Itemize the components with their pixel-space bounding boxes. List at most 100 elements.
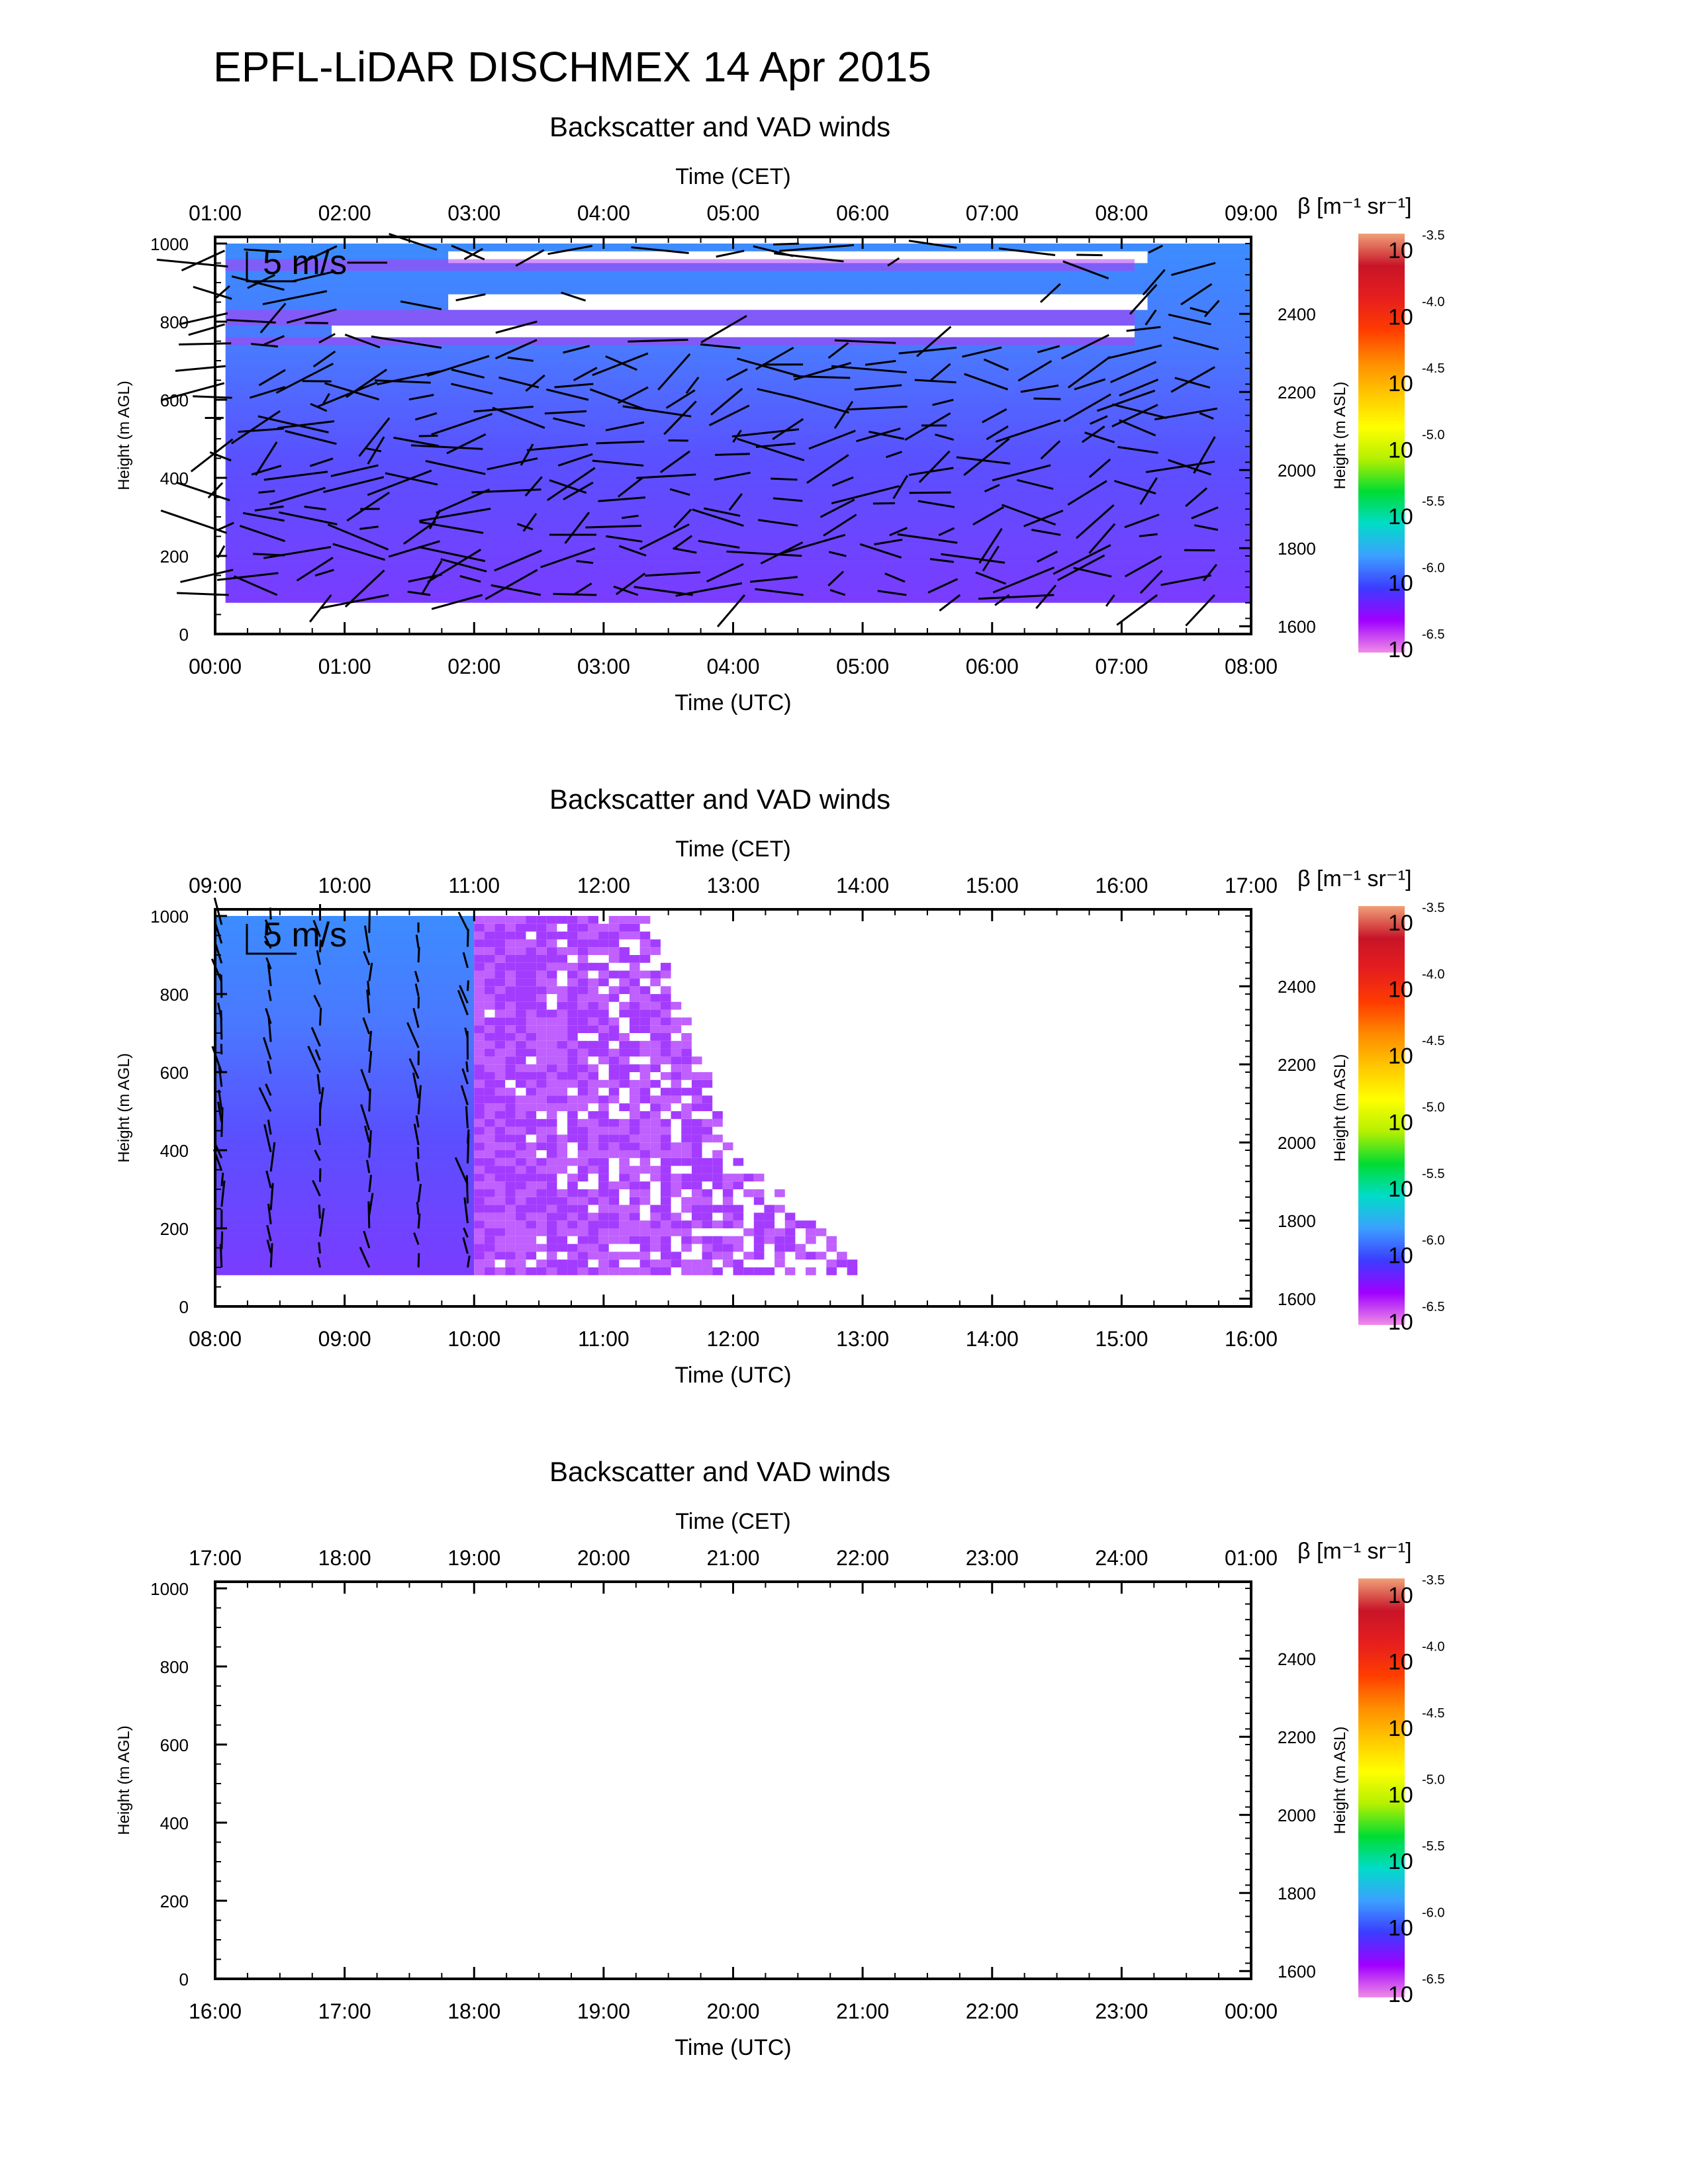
backscatter-cell [630, 1118, 640, 1127]
x-top-tick-label: 11:00 [448, 874, 500, 897]
backscatter-cell [484, 970, 495, 979]
backscatter-cell [608, 1072, 620, 1080]
backscatter-cell [598, 1158, 609, 1166]
wind-arrow [525, 374, 545, 392]
wind-arrow [316, 1128, 321, 1146]
x-top-tick-label: 03:00 [447, 201, 500, 225]
wind-arrow [179, 312, 228, 326]
backscatter-cell [577, 1103, 588, 1111]
backscatter-cell [630, 1087, 640, 1096]
backscatter-cell [557, 1150, 568, 1158]
wind-arrow [309, 457, 334, 467]
colorbar-tick-exponent: -5.0 [1422, 1773, 1444, 1788]
backscatter-cell [474, 1033, 485, 1041]
backscatter-cell [608, 1033, 620, 1041]
backscatter-cell [691, 1158, 702, 1166]
wind-arrow [897, 533, 958, 544]
backscatter-cell [753, 1189, 765, 1197]
wind-arrow [363, 950, 371, 966]
backscatter-cell [505, 931, 516, 940]
y-left-tick-label: 200 [160, 1219, 189, 1239]
backscatter-cell [608, 986, 620, 994]
wind-arrow [359, 525, 379, 530]
y-right-tick-label: 1800 [1278, 539, 1316, 559]
backscatter-cell [577, 970, 588, 979]
backscatter-cell [671, 1158, 682, 1166]
wind-arrow [417, 1213, 421, 1229]
wind-arrow [673, 535, 692, 550]
wind-arrow [368, 962, 373, 981]
wind-arrow [606, 535, 643, 543]
wind-arrow [428, 509, 442, 529]
backscatter-cell [474, 1025, 485, 1033]
backscatter-cell [484, 1173, 495, 1182]
backscatter-cell [577, 1025, 588, 1033]
backscatter-cell [619, 931, 630, 940]
backscatter-cell [764, 1205, 775, 1213]
backscatter-cell [515, 1220, 526, 1228]
backscatter-cell [671, 1056, 682, 1065]
wind-arrow [418, 546, 486, 563]
colorbar-tick-exponent: -5.5 [1422, 1167, 1444, 1181]
backscatter-cell [681, 1197, 692, 1205]
backscatter-cell [608, 1189, 620, 1197]
backscatter-cell [630, 1173, 640, 1182]
x-bottom-axis-label: Time (UTC) [675, 690, 791, 715]
wind-arrow [657, 353, 691, 390]
backscatter-cell [784, 1236, 796, 1244]
wind-arrow [314, 569, 334, 577]
backscatter-cell [837, 1251, 847, 1260]
wind-arrow [215, 285, 230, 298]
wind-arrow [388, 540, 440, 558]
backscatter-cell [650, 1228, 661, 1236]
backscatter-cell [630, 1126, 640, 1135]
backscatter-cell [577, 1205, 588, 1213]
backscatter-cell [598, 1220, 609, 1228]
backscatter-cell [619, 1056, 630, 1065]
backscatter-cell [681, 1118, 692, 1127]
x-top-tick-label: 22:00 [836, 1546, 889, 1570]
backscatter-cell [494, 986, 506, 994]
backscatter-cell [691, 1173, 702, 1182]
backscatter-cell [660, 1165, 671, 1174]
backscatter-cell [619, 1150, 630, 1158]
wind-arrow [267, 1119, 272, 1135]
backscatter-cell [474, 1056, 485, 1065]
backscatter-cell [484, 1017, 495, 1026]
backscatter-cell [515, 916, 526, 924]
backscatter-cell [526, 1189, 537, 1197]
backscatter-cell [546, 1205, 557, 1213]
backscatter-cell [598, 1205, 609, 1213]
backscatter-cell [588, 1267, 599, 1275]
backscatter-cell [484, 1165, 495, 1174]
backscatter-cell [577, 1064, 588, 1072]
wind-arrow [978, 527, 1003, 564]
wind-arrow [975, 571, 1007, 585]
backscatter-cell [536, 978, 547, 987]
backscatter-cell [557, 1236, 568, 1244]
backscatter-cell [474, 947, 485, 955]
backscatter-cell [733, 1267, 744, 1275]
backscatter-cell [671, 1064, 682, 1072]
backscatter-cell [536, 1134, 547, 1143]
backscatter-cell [515, 1142, 526, 1150]
backscatter-cell [546, 1103, 557, 1111]
wind-arrow [557, 453, 593, 467]
backscatter-cell [474, 1181, 485, 1189]
wind-arrow [1199, 412, 1214, 420]
backscatter-cell [577, 962, 588, 971]
wind-arrow [413, 1124, 420, 1146]
backscatter-cell [588, 1142, 599, 1150]
backscatter-cell [660, 1259, 671, 1267]
backscatter-cell [536, 986, 547, 994]
wind-arrow [312, 350, 336, 368]
wind-arrow [463, 1227, 469, 1238]
wind-arrow [403, 520, 436, 545]
wind-arrow [265, 957, 272, 970]
backscatter-cell [526, 1009, 537, 1018]
wind-arrow [983, 358, 1009, 371]
wind-arrow [365, 1160, 371, 1173]
backscatter-cell [474, 1126, 485, 1135]
backscatter-cell [484, 1197, 495, 1205]
x-bottom-tick-label: 19:00 [577, 1999, 630, 2023]
